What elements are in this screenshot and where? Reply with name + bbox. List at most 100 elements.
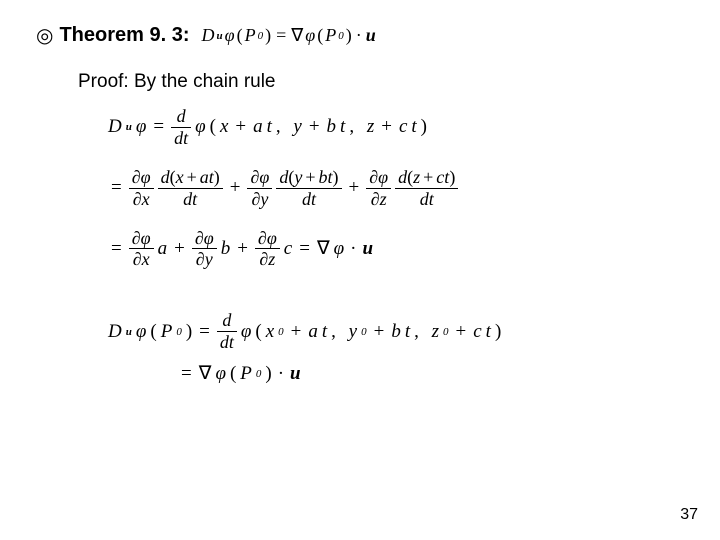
den: dt: [417, 190, 437, 209]
rp: ): [265, 25, 271, 46]
sym-phi: φ: [225, 25, 235, 46]
sym: u: [126, 121, 132, 133]
sym: ): [186, 321, 192, 343]
sym: t: [267, 116, 272, 138]
theorem-line: ◎ Theorem 9. 3: Duφ(P0) = ∇φ(P0) · u: [36, 24, 690, 47]
num: ∂φ: [192, 229, 217, 248]
sym: =: [108, 238, 125, 260]
sym: 0: [443, 326, 449, 338]
sym: t: [340, 116, 345, 138]
sym: +: [371, 321, 388, 343]
eq-sign: =: [273, 25, 289, 46]
rp2: ): [346, 25, 352, 46]
num: d: [219, 311, 234, 330]
sym-nabla: ∇: [291, 25, 303, 46]
math-block-1: Duφ = d dt φ(x+at, y+bt, z+ct) = ∂φ ∂x d…: [108, 107, 690, 269]
sym-P0-sub2: 0: [338, 30, 344, 42]
den: dt: [180, 190, 200, 209]
eq-row-5: = ∇φ(P0) · u: [178, 362, 690, 385]
frac: ∂φ ∂y: [247, 168, 272, 209]
sym: a: [253, 116, 263, 138]
eq-row-4: Duφ(P0) = d dt φ(x0+at, y0+bt, z0+ct): [108, 311, 690, 352]
sym: 0: [278, 326, 284, 338]
num: d: [174, 107, 189, 126]
sym: (: [150, 321, 156, 343]
sym: ∂: [195, 228, 204, 248]
sym: =: [178, 363, 195, 385]
sym: D: [108, 116, 122, 138]
sym: φ: [267, 228, 277, 248]
den: ∂y: [193, 250, 216, 269]
sym: +: [378, 116, 395, 138]
sym: +: [184, 167, 200, 187]
sym: +: [302, 167, 318, 187]
sym: ∂: [132, 228, 141, 248]
frac: d(z+ct) dt: [395, 168, 458, 209]
sym: +: [346, 177, 363, 199]
sym: ): [265, 363, 271, 385]
spacer: [30, 269, 690, 287]
frac: ∂φ ∂x: [129, 229, 154, 270]
sym: b: [221, 238, 231, 260]
sym: ): [214, 167, 220, 187]
sym: x: [176, 167, 184, 187]
sym: (: [230, 363, 236, 385]
sym-P: P: [245, 25, 256, 46]
sym: d: [398, 167, 407, 187]
sym: (: [210, 116, 216, 138]
page-number: 37: [680, 506, 698, 524]
den: dt: [171, 129, 191, 148]
frac: ∂φ ∂y: [192, 229, 217, 270]
sym: t: [486, 321, 491, 343]
sym: +: [306, 116, 323, 138]
math-block-2: Duφ(P0) = d dt φ(x0+at, y0+bt, z0+ct) = …: [108, 311, 690, 385]
eq-row-1: Duφ = d dt φ(x+at, y+bt, z+ct): [108, 107, 690, 148]
sym: φ: [136, 321, 147, 343]
sym: D: [108, 321, 122, 343]
den: dt: [217, 333, 237, 352]
sym-P2: P: [325, 25, 336, 46]
den: ∂z: [256, 250, 278, 269]
sym: d: [161, 167, 170, 187]
sym: +: [420, 167, 436, 187]
sym: y: [349, 321, 357, 343]
sym: y: [260, 189, 268, 209]
sym: ∂: [196, 249, 205, 269]
num: d(z+ct): [395, 168, 458, 187]
sym: x: [266, 321, 274, 343]
sym: φ: [141, 167, 151, 187]
sym: (: [255, 321, 261, 343]
den: ∂x: [130, 190, 153, 209]
sym: ∂: [371, 189, 380, 209]
den: ∂y: [248, 190, 271, 209]
sym: ): [495, 321, 501, 343]
sym: c: [399, 116, 407, 138]
sym: ∂: [133, 189, 142, 209]
lp: (: [237, 25, 243, 46]
sym: a: [200, 167, 209, 187]
sym: ): [449, 167, 455, 187]
sym: φ: [378, 167, 388, 187]
eq-row-2: = ∂φ ∂x d(x+at) dt + ∂φ ∂y d(y+bt) dt: [108, 168, 690, 209]
sym: ,: [276, 116, 281, 138]
den: ∂x: [130, 250, 153, 269]
sym: ): [333, 167, 339, 187]
sym: x: [142, 189, 150, 209]
num: d(y+bt): [276, 168, 341, 187]
sym: b: [327, 116, 337, 138]
sym: +: [288, 321, 305, 343]
slide-container: ◎ Theorem 9. 3: Duφ(P0) = ∇φ(P0) · u Pro…: [0, 0, 720, 540]
sym: c: [473, 321, 481, 343]
sym: +: [234, 238, 251, 260]
sym: =: [108, 177, 125, 199]
sym: x: [142, 249, 150, 269]
bullet-icon: ◎: [36, 26, 53, 46]
sym: d: [279, 167, 288, 187]
num: ∂φ: [129, 229, 154, 248]
num: d(x+at): [158, 168, 223, 187]
sym: φ: [241, 321, 252, 343]
sym-u-sub: u: [217, 30, 223, 42]
sym: a: [158, 238, 168, 260]
sym: P: [240, 363, 252, 385]
sym: z: [367, 116, 374, 138]
